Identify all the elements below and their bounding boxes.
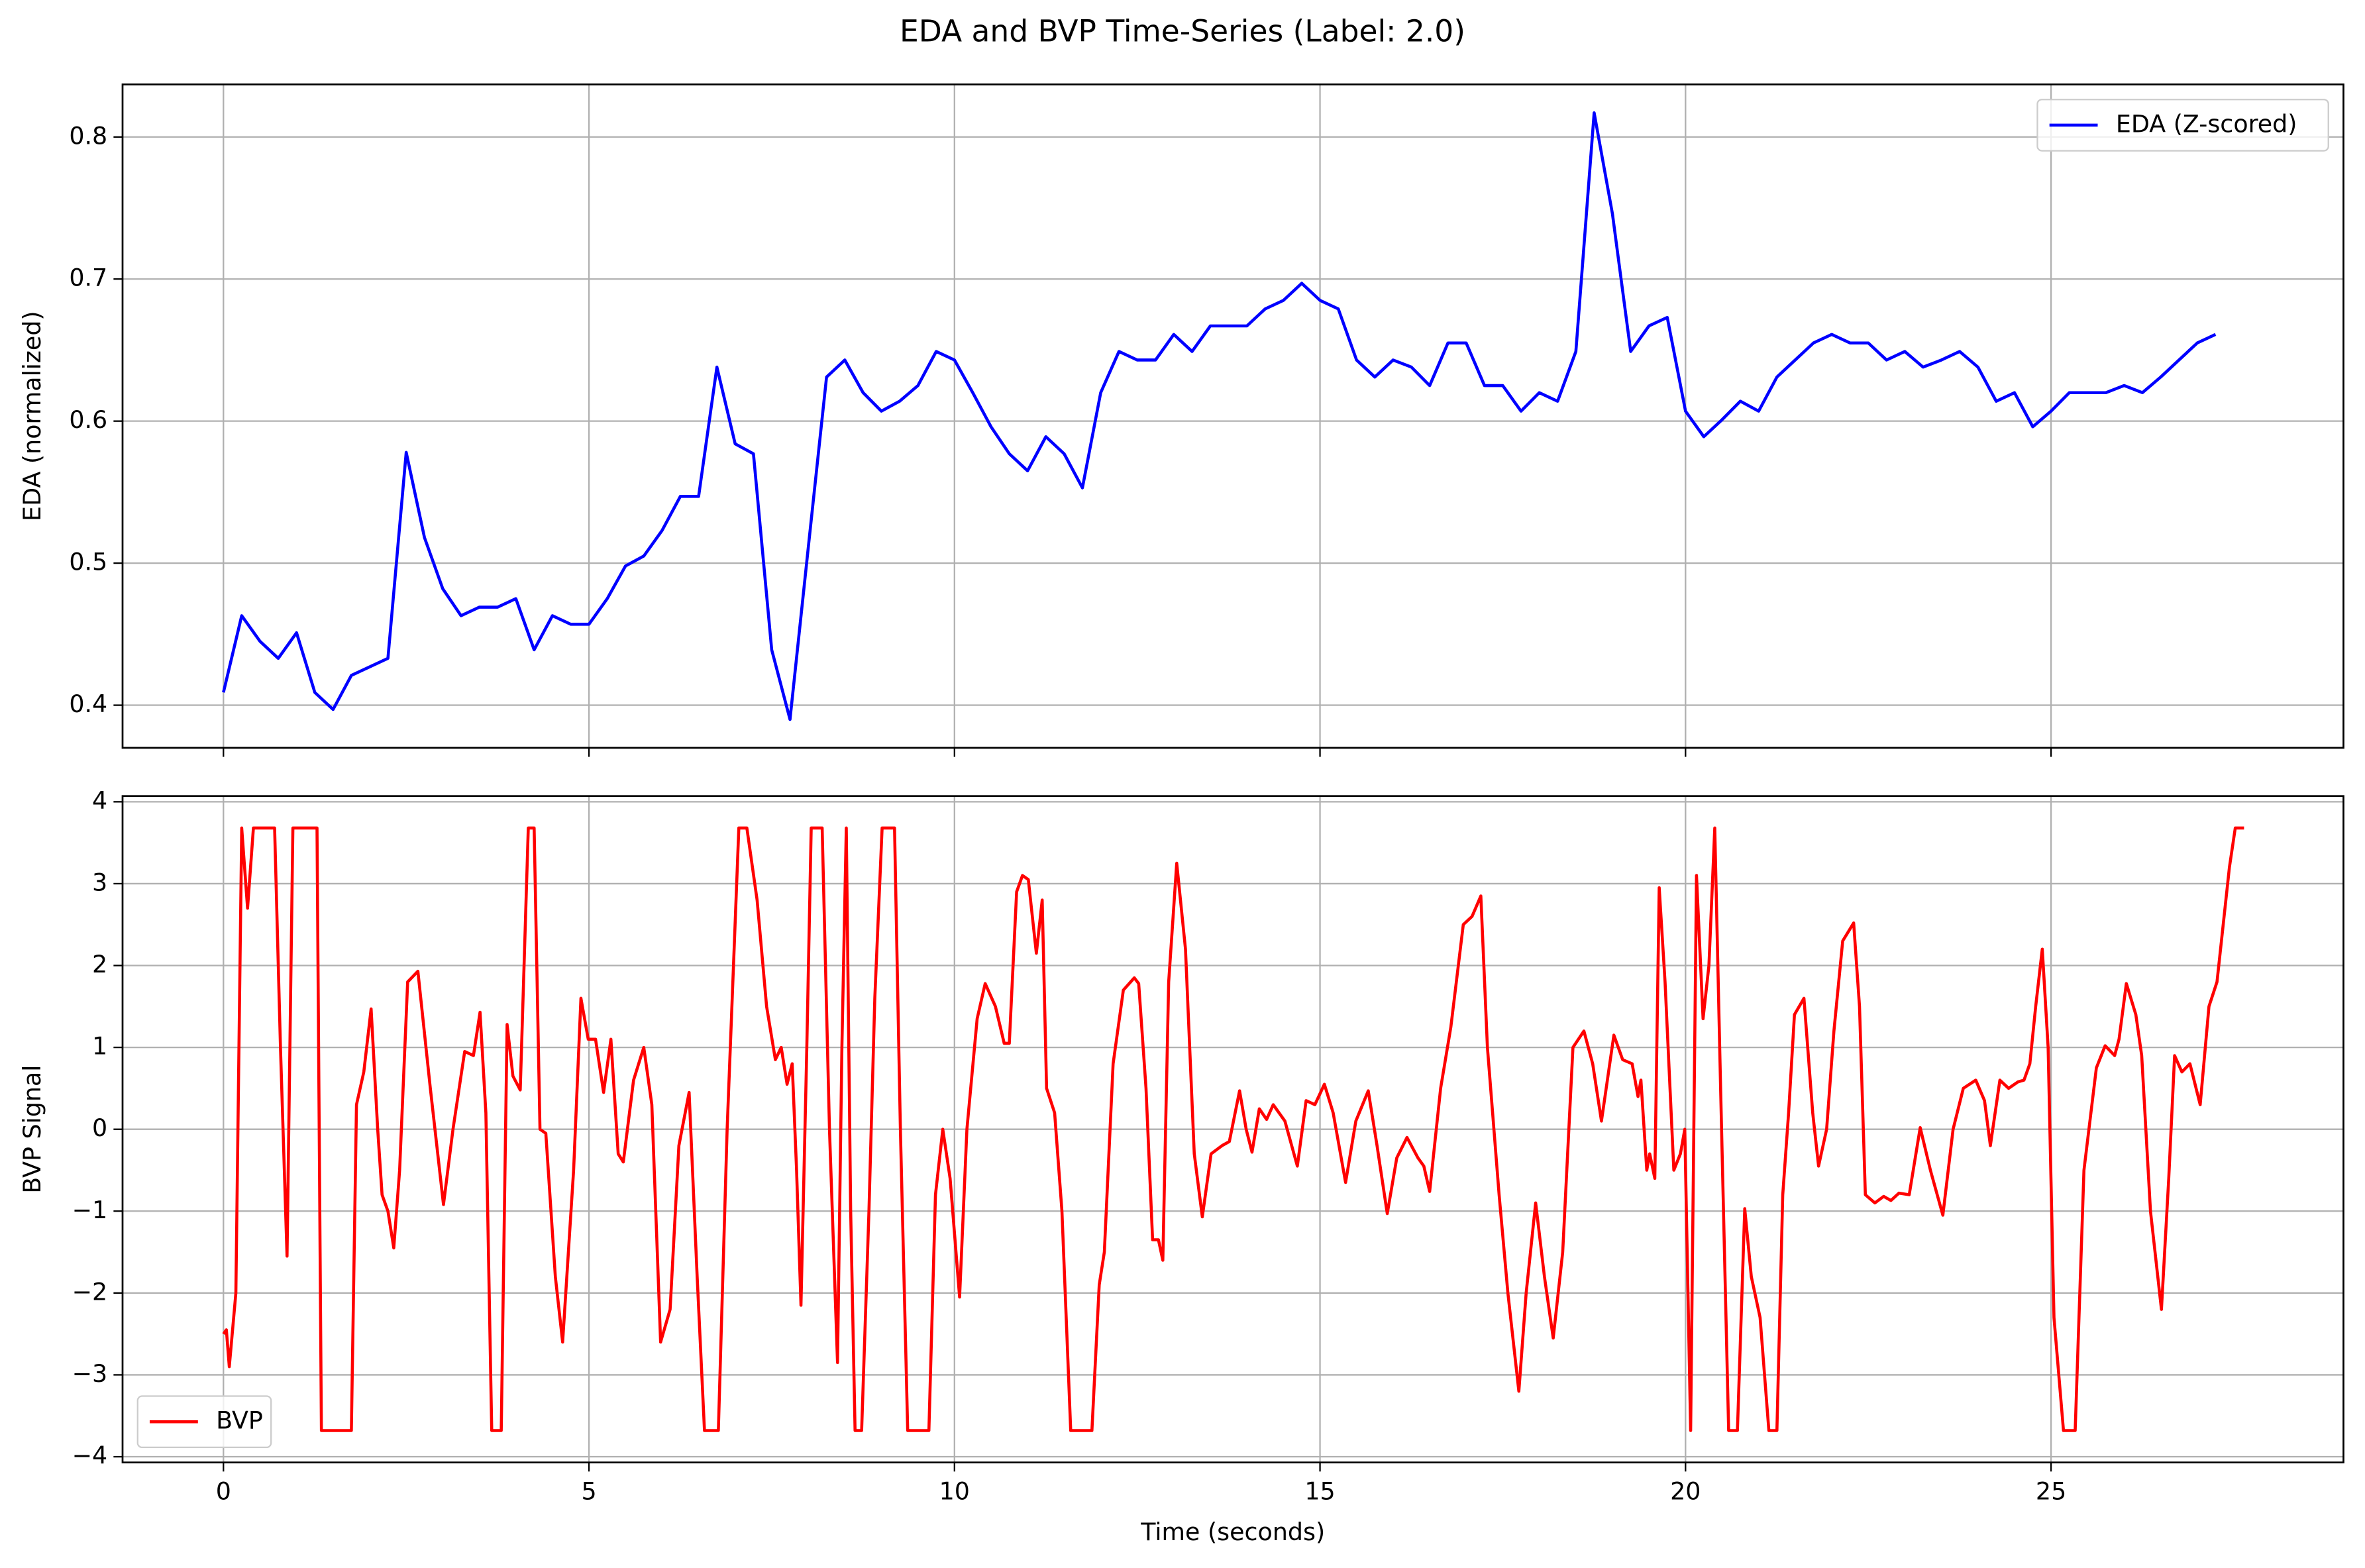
x-tick-label: 5 [581,1477,596,1506]
y-tick-label: 3 [92,868,107,896]
figure-title: EDA and BVP Time-Series (Label: 2.0) [900,14,1465,49]
y-tick-label: 4 [92,786,107,815]
y-tick-label: 0.4 [69,690,107,718]
x-tick-label: 0 [216,1477,231,1506]
y-tick-label: 2 [92,950,107,978]
x-tick-label: 20 [1670,1477,1701,1506]
axes-frame [121,83,2344,749]
legend-label: BVP [216,1406,263,1435]
legend-box [136,1395,272,1449]
x-tick-label: 15 [1304,1477,1335,1506]
axes-frame [121,795,2344,1464]
data-line [222,111,2217,721]
legend-box [2036,99,2329,152]
y-tick-label: −3 [72,1359,108,1388]
x-tick-label: 10 [939,1477,970,1506]
x-tick-label: 25 [2036,1477,2066,1506]
legend: BVP [136,1395,272,1449]
x-axis-label: Time (seconds) [1140,1518,1325,1546]
y-tick-label: −2 [72,1277,108,1306]
data-line [222,826,2244,1432]
legend: EDA (Z-scored) [2036,99,2329,152]
y-tick-label: −1 [72,1196,108,1224]
y-tick-label: −4 [72,1441,108,1470]
y-tick-label: 0 [92,1114,107,1142]
y-tick-label: 1 [92,1032,107,1061]
y-tick-label: 0.5 [69,548,107,576]
y-axis-label: EDA (normalized) [18,311,46,521]
y-tick-label: 0.8 [69,121,107,150]
legend-label: EDA (Z-scored) [2116,109,2297,138]
y-tick-label: 0.7 [69,264,107,292]
y-axis-label: BVP Signal [18,1065,46,1194]
y-tick-label: 0.6 [69,405,107,434]
